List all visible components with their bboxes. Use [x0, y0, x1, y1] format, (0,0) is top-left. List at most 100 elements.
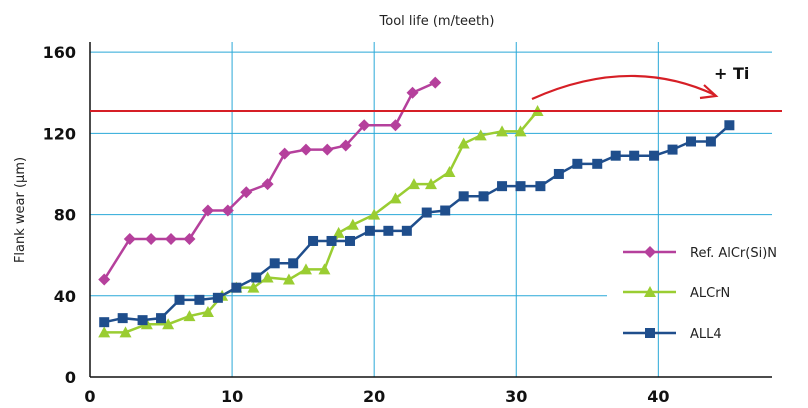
data-point-all4	[440, 205, 451, 216]
legend-marker-ref-alcr-si-n	[644, 246, 656, 258]
data-point-all4	[610, 150, 621, 161]
legend: Ref. AlCr(Si)N ALCrN ALL4	[623, 246, 777, 342]
annotation-layer: + Ti	[90, 64, 782, 113]
data-point-all4	[667, 144, 678, 155]
data-point-alcrn	[119, 326, 132, 338]
data-point-ref-alcr-si-n	[164, 232, 177, 245]
data-point-alcrn	[425, 178, 437, 190]
data-point-alcrn	[183, 310, 196, 322]
data-point-ref-alcr-si-n	[123, 232, 136, 245]
series-line-all4	[103, 124, 731, 324]
y-axis-label: Flank wear (µm)	[13, 157, 28, 263]
data-point-all4	[345, 235, 356, 246]
data-point-all4	[156, 313, 167, 324]
y-tick-label: 80	[54, 206, 76, 225]
series-line-alcrn	[104, 110, 539, 334]
data-point-all4	[308, 235, 319, 246]
y-tick-label: 160	[43, 43, 76, 62]
data-point-all4	[326, 235, 337, 246]
data-point-all4	[174, 294, 185, 305]
data-point-all4	[553, 168, 564, 179]
data-point-all4	[401, 225, 412, 236]
x-tick-label: 10	[221, 387, 243, 406]
y-tick-label: 120	[43, 124, 76, 143]
data-point-all4	[724, 120, 735, 131]
x-tick-label: 20	[363, 387, 385, 406]
x-tick-label: 30	[505, 387, 527, 406]
data-point-alcrn	[407, 178, 420, 190]
data-point-ref-alcr-si-n	[221, 204, 234, 217]
data-point-alcrn	[162, 318, 175, 330]
legend-marker-alcrn	[644, 286, 656, 297]
data-point-all4	[288, 258, 299, 269]
data-point-alcrn	[299, 263, 312, 275]
data-point-alcrn	[457, 137, 470, 149]
data-point-all4	[269, 258, 280, 269]
data-point-ref-alcr-si-n	[321, 143, 334, 156]
data-point-ref-alcr-si-n	[299, 143, 312, 156]
data-point-ref-alcr-si-n	[406, 86, 419, 99]
data-point-all4	[421, 207, 432, 218]
data-point-alcrn	[332, 226, 345, 238]
data-point-all4	[194, 294, 205, 305]
data-point-all4	[212, 292, 223, 303]
data-point-alcrn	[514, 125, 527, 137]
data-point-all4	[649, 150, 660, 161]
data-point-all4	[231, 282, 242, 293]
data-point-all4	[364, 225, 375, 236]
data-point-all4	[478, 191, 489, 202]
data-point-all4	[535, 181, 546, 192]
data-point-alcrn	[318, 263, 331, 275]
x-tick-label: 0	[84, 387, 95, 406]
data-point-all4	[117, 313, 128, 324]
annotation-arrowhead	[699, 84, 719, 100]
data-point-all4	[251, 272, 262, 283]
data-point-ref-alcr-si-n	[240, 186, 253, 199]
data-point-all4	[383, 225, 394, 236]
data-point-all4	[572, 158, 583, 169]
data-point-ref-alcr-si-n	[261, 178, 274, 191]
data-point-all4	[458, 191, 469, 202]
axis-layer: 0 40 80 120 160 0 10 20 30 40	[43, 42, 772, 406]
series-layer	[98, 76, 735, 338]
data-point-alcrn	[247, 281, 260, 293]
data-point-ref-alcr-si-n	[183, 232, 196, 245]
data-point-alcrn	[474, 129, 487, 141]
data-point-alcrn	[443, 165, 456, 177]
y-tick-label: 40	[54, 287, 76, 306]
data-point-all4	[592, 158, 603, 169]
data-point-all4	[497, 181, 508, 192]
data-point-ref-alcr-si-n	[98, 273, 111, 286]
data-point-all4	[137, 315, 148, 326]
data-point-all4	[629, 150, 640, 161]
data-point-all4	[705, 136, 716, 147]
data-point-alcrn	[389, 192, 402, 204]
data-point-ref-alcr-si-n	[339, 139, 352, 152]
x-tick-label: 40	[647, 387, 669, 406]
data-point-ref-alcr-si-n	[278, 147, 291, 160]
data-point-ref-alcr-si-n	[429, 76, 442, 89]
legend-label-alcrn: ALCrN	[690, 286, 730, 301]
data-point-alcrn	[261, 271, 274, 283]
data-point-ref-alcr-si-n	[201, 204, 214, 217]
data-point-alcrn	[346, 218, 359, 230]
data-point-alcrn	[368, 208, 381, 220]
annotation-text: + Ti	[714, 64, 749, 83]
data-point-alcrn	[282, 273, 295, 285]
data-point-ref-alcr-si-n	[389, 119, 402, 132]
data-point-alcrn	[98, 326, 111, 338]
y-tick-label: 0	[65, 368, 76, 387]
legend-label-ref-alcr-si-n: Ref. AlCr(Si)N	[690, 246, 777, 261]
data-point-alcrn	[201, 306, 214, 318]
data-point-ref-alcr-si-n	[145, 232, 158, 245]
data-point-alcrn	[496, 125, 509, 137]
annotation-arrow	[531, 74, 716, 101]
data-point-all4	[99, 317, 110, 328]
legend-marker-all4	[645, 328, 655, 338]
data-point-all4	[515, 181, 526, 192]
data-point-ref-alcr-si-n	[358, 119, 371, 132]
legend-label-all4: ALL4	[690, 327, 722, 342]
data-point-all4	[686, 136, 697, 147]
